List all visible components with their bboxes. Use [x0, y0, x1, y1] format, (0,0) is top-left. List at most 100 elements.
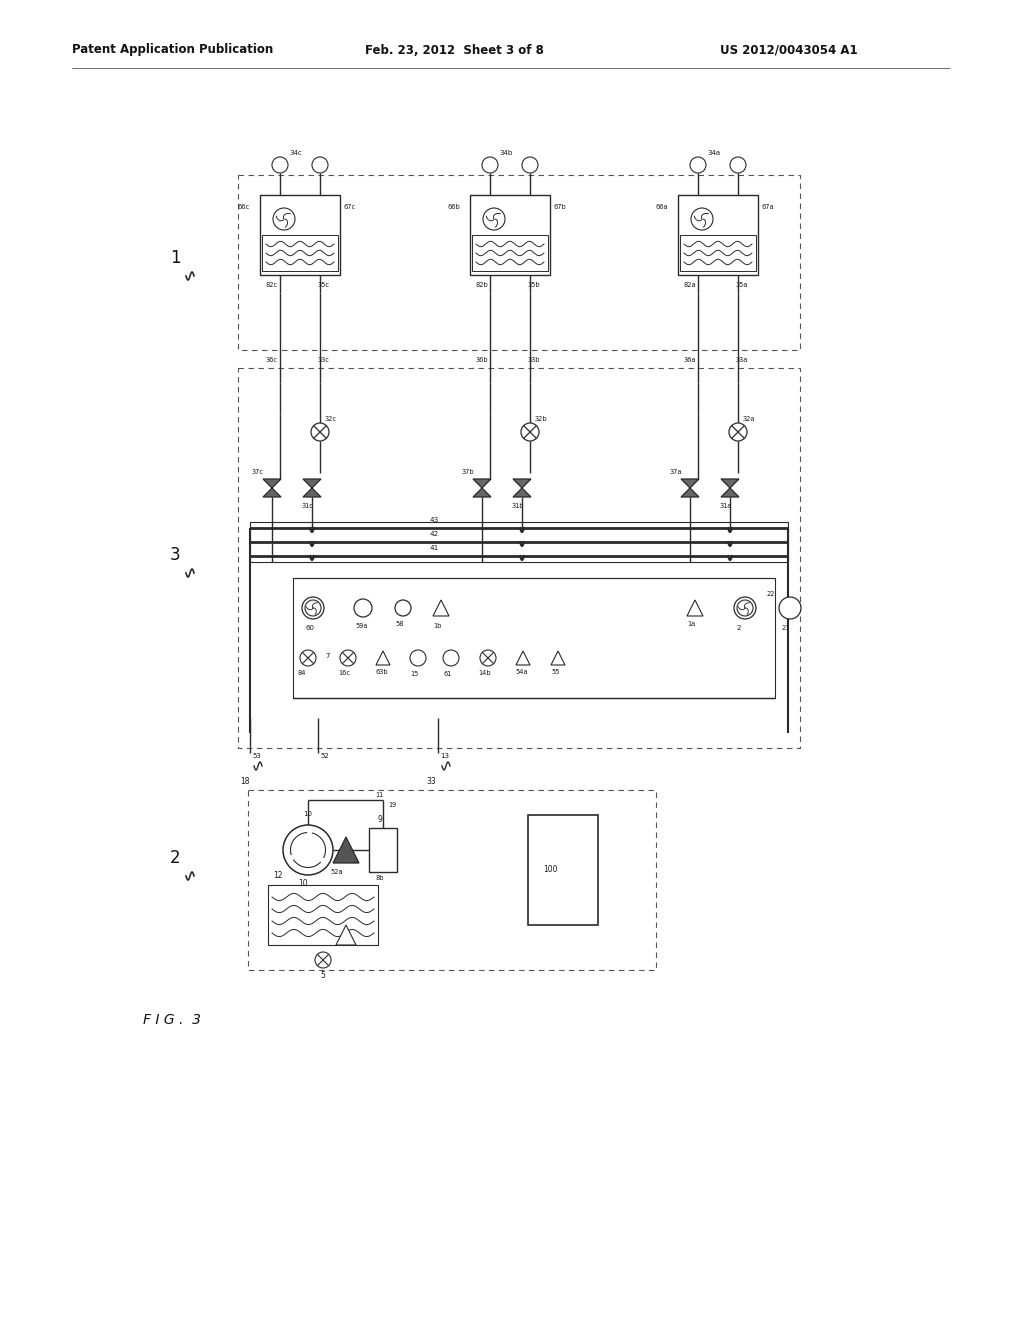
Text: 54a: 54a — [515, 669, 527, 675]
Text: 33: 33 — [426, 777, 436, 787]
Polygon shape — [513, 488, 531, 498]
Circle shape — [354, 599, 372, 616]
Text: 1a: 1a — [687, 620, 695, 627]
Polygon shape — [376, 651, 390, 665]
Text: 82a: 82a — [684, 282, 696, 288]
Text: 19: 19 — [388, 803, 396, 808]
Circle shape — [311, 422, 329, 441]
Text: 21: 21 — [782, 624, 791, 631]
Polygon shape — [473, 488, 490, 498]
Circle shape — [273, 209, 295, 230]
Polygon shape — [681, 479, 699, 488]
Text: 58: 58 — [395, 620, 403, 627]
Text: 1: 1 — [170, 249, 180, 267]
Circle shape — [480, 649, 496, 667]
Text: F I G .  3: F I G . 3 — [143, 1012, 201, 1027]
Text: 10: 10 — [298, 879, 307, 888]
Text: 36a: 36a — [684, 356, 696, 363]
Text: 11: 11 — [375, 792, 383, 799]
Circle shape — [395, 601, 411, 616]
Circle shape — [272, 157, 288, 173]
Circle shape — [300, 649, 316, 667]
Bar — [678, 195, 758, 275]
Text: 84: 84 — [298, 671, 306, 676]
Text: 33a: 33a — [736, 356, 749, 363]
Text: 34a: 34a — [708, 150, 721, 156]
Text: 82c: 82c — [266, 282, 279, 288]
Bar — [250, 521, 788, 562]
Polygon shape — [263, 488, 281, 498]
Text: 2: 2 — [170, 849, 180, 867]
Text: 52: 52 — [319, 752, 329, 759]
Circle shape — [443, 649, 459, 667]
Text: 82b: 82b — [476, 282, 488, 288]
Bar — [238, 176, 800, 350]
Circle shape — [312, 157, 328, 173]
Text: 18: 18 — [240, 777, 250, 787]
Polygon shape — [721, 488, 739, 498]
Text: 67a: 67a — [761, 205, 773, 210]
Text: 34c: 34c — [290, 150, 302, 156]
Circle shape — [737, 601, 753, 616]
Text: 66b: 66b — [449, 205, 461, 210]
Text: 31a: 31a — [720, 503, 732, 510]
Text: 66a: 66a — [656, 205, 669, 210]
Text: 67c: 67c — [343, 205, 355, 210]
Circle shape — [690, 157, 706, 173]
Bar — [260, 195, 340, 275]
Bar — [528, 814, 598, 925]
Text: 9: 9 — [378, 816, 383, 825]
Circle shape — [315, 952, 331, 968]
Polygon shape — [687, 601, 703, 616]
Text: 7: 7 — [325, 653, 330, 659]
Text: 59a: 59a — [355, 623, 368, 630]
Text: 14b: 14b — [478, 671, 490, 676]
Text: 33c: 33c — [318, 356, 330, 363]
Circle shape — [730, 157, 746, 173]
Circle shape — [734, 597, 756, 619]
Polygon shape — [303, 488, 321, 498]
Circle shape — [691, 209, 713, 230]
Text: 16c: 16c — [338, 671, 350, 676]
Circle shape — [305, 601, 321, 616]
Text: 34b: 34b — [500, 150, 513, 156]
Text: 32b: 32b — [535, 416, 548, 422]
Text: 67b: 67b — [553, 205, 565, 210]
Text: Feb. 23, 2012  Sheet 3 of 8: Feb. 23, 2012 Sheet 3 of 8 — [365, 44, 544, 57]
Text: 55: 55 — [551, 669, 559, 675]
Polygon shape — [473, 479, 490, 488]
Polygon shape — [336, 925, 356, 945]
Polygon shape — [303, 479, 321, 488]
Text: 42: 42 — [430, 531, 439, 537]
Text: 10: 10 — [303, 810, 312, 817]
Text: 15: 15 — [410, 671, 419, 677]
Text: 37a: 37a — [670, 469, 683, 475]
Text: 22: 22 — [767, 591, 775, 597]
Text: Patent Application Publication: Patent Application Publication — [72, 44, 273, 57]
Text: 37b: 37b — [462, 469, 475, 475]
Bar — [680, 235, 756, 271]
Bar — [369, 828, 397, 873]
Circle shape — [521, 422, 539, 441]
Text: 53: 53 — [252, 752, 261, 759]
Text: 31b: 31b — [512, 503, 524, 510]
Text: 63b: 63b — [375, 669, 388, 675]
Text: 13: 13 — [440, 752, 449, 759]
Text: 2: 2 — [737, 624, 741, 631]
Circle shape — [283, 825, 333, 875]
Text: 12: 12 — [273, 871, 283, 880]
Text: 35c: 35c — [318, 282, 330, 288]
Text: 32a: 32a — [743, 416, 756, 422]
Circle shape — [483, 209, 505, 230]
Text: 31c: 31c — [302, 503, 314, 510]
Circle shape — [410, 649, 426, 667]
Bar — [470, 195, 550, 275]
Text: 5: 5 — [319, 970, 325, 979]
Text: 52a: 52a — [330, 869, 343, 875]
Text: 100: 100 — [543, 866, 557, 874]
Polygon shape — [681, 488, 699, 498]
Polygon shape — [551, 651, 565, 665]
Text: 36c: 36c — [266, 356, 278, 363]
Polygon shape — [721, 479, 739, 488]
Text: 32c: 32c — [325, 416, 337, 422]
